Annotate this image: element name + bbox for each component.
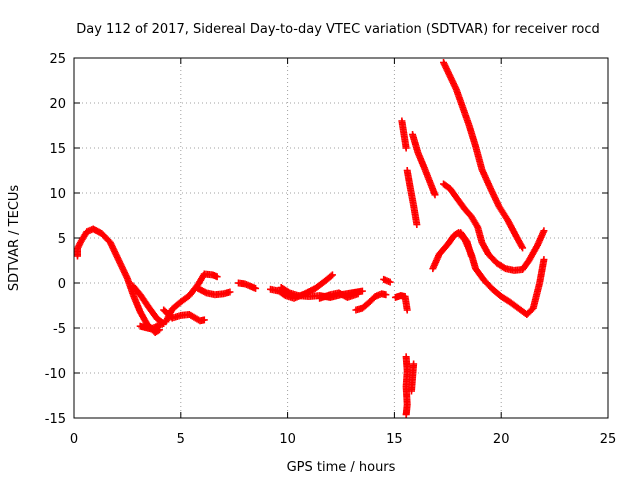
data-point (413, 221, 421, 228)
x-tick-label: 25 (600, 432, 617, 447)
data-point (358, 287, 366, 295)
data-point (467, 252, 475, 260)
y-tick-label: 20 (49, 97, 66, 112)
data-point (382, 291, 390, 299)
chart-title: Day 112 of 2017, Sidereal Day-to-day VTE… (76, 22, 600, 37)
series-arc-20 (440, 59, 527, 252)
series-arc-1 (74, 225, 163, 336)
series-arc-16 (402, 353, 411, 418)
series-arc-10 (352, 290, 390, 314)
x-tick-label: 10 (279, 432, 296, 447)
series-arc-6 (234, 279, 260, 292)
data-point (136, 322, 144, 330)
y-tick-label: 15 (49, 142, 66, 157)
grid (74, 58, 608, 418)
x-tick-label: 0 (70, 432, 78, 447)
series-arc-15 (409, 131, 439, 199)
series-arc-4 (162, 270, 221, 326)
data-point (402, 411, 410, 418)
data-point (327, 272, 335, 280)
series-arc-9 (316, 289, 362, 302)
data-point (407, 387, 415, 395)
y-tick-label: -10 (45, 367, 66, 382)
axes: 0 5 10 15 20 25 -15 -10 -5 0 5 10 15 20 25 (45, 52, 617, 447)
data-point (431, 191, 439, 199)
data-points (74, 59, 548, 418)
y-axis-label: SDTVAR / TECUs (7, 185, 22, 292)
series-arc-21 (457, 229, 475, 260)
series-arc-14 (403, 167, 421, 228)
data-point (402, 144, 410, 152)
y-tick-label: 0 (58, 277, 66, 292)
series-arc-13 (398, 117, 410, 152)
data-point (226, 288, 234, 296)
series-arc-18 (429, 229, 548, 318)
x-tick-label: 20 (493, 432, 510, 447)
series-arc-12 (391, 292, 411, 314)
y-tick-label: -5 (53, 322, 66, 337)
data-point (519, 244, 527, 252)
data-point (518, 242, 526, 250)
series-arc-2 (129, 282, 168, 333)
x-tick-label: 5 (177, 432, 185, 447)
y-tick-label: 25 (49, 52, 66, 67)
data-point (540, 227, 548, 235)
data-point (252, 284, 260, 292)
series-arc-19 (440, 180, 548, 274)
x-tick-label: 15 (386, 432, 403, 447)
data-point (328, 271, 336, 279)
data-point (540, 256, 548, 264)
data-point (403, 306, 411, 314)
y-tick-label: -15 (45, 412, 66, 427)
data-point (354, 290, 362, 298)
y-tick-label: 5 (58, 232, 66, 247)
data-point (200, 316, 208, 324)
y-tick-label: 10 (49, 187, 66, 202)
data-point (386, 278, 394, 286)
x-axis-label: GPS time / hours (287, 460, 396, 475)
series-arc-17 (407, 360, 418, 395)
series-arc-11 (380, 275, 394, 286)
data-point (213, 273, 221, 281)
series-arc-5 (194, 284, 234, 299)
